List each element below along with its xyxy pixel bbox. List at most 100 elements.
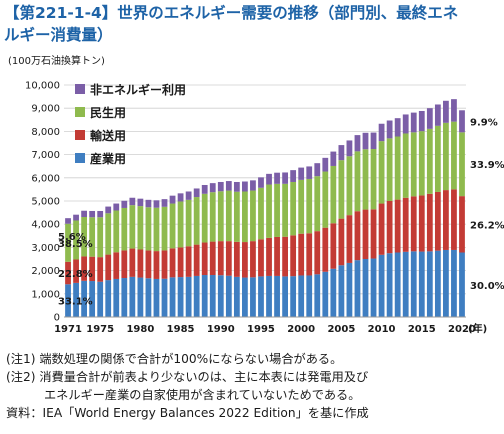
bar-segment-industry [121, 278, 128, 317]
bar-segment-nonenergy [137, 198, 144, 207]
bar-segment-transport [121, 250, 128, 279]
bar-segment-transport [298, 233, 305, 276]
bar-segment-transport [378, 203, 385, 255]
bar-segment-residential [242, 191, 248, 243]
bar-segment-industry [298, 275, 305, 317]
source-note: 資料：IEA「World Energy Balances 2022 Editio… [6, 406, 369, 420]
bar-segment-industry [378, 254, 385, 317]
bar-segment-nonenergy [73, 214, 79, 221]
left-share-nonenergy: 5.6% [58, 232, 86, 243]
bar-segment-nonenergy [362, 132, 369, 150]
bar-segment-nonenergy [451, 99, 457, 122]
x-tick-label: 2010 [368, 324, 396, 335]
bar-segment-nonenergy [282, 172, 288, 184]
bar-segment-nonenergy [346, 140, 353, 157]
bar-segment-nonenergy [153, 200, 160, 208]
bar-segment-transport [338, 218, 345, 266]
bar-segment-transport [89, 256, 96, 282]
bar-segment-residential [314, 176, 321, 232]
bar-segment-industry [113, 278, 120, 317]
bar-segment-transport [354, 211, 361, 261]
bar-segment-industry [426, 251, 433, 317]
y-axis-ticks: 0 1,000 2,000 3,000 4,000 5,000 6,000 7,000 8,00… [25, 81, 60, 324]
share-labels: 5.6%38.5% 22.8% 33.1% 9.9% 33.9% 26.2% 30.0% [58, 117, 504, 307]
bar-segment-residential [266, 184, 272, 238]
note-1: (注1) 端数処理の関係で合計が100%にならない場合がある。 [6, 352, 343, 366]
bar-segment-nonenergy [258, 177, 264, 188]
x-tick-label: 2020 [448, 324, 476, 335]
bar-segment-industry [410, 251, 417, 317]
bar-segment-nonenergy [426, 108, 433, 129]
bar-segment-residential [121, 207, 128, 251]
bar-segment-residential [177, 201, 184, 248]
bar-segment-nonenergy [306, 166, 313, 179]
bar-segment-transport [65, 261, 71, 285]
bar-segment-nonenergy [233, 181, 240, 192]
bar-segment-industry [250, 277, 256, 317]
bar-segment-residential [451, 121, 457, 190]
bar-segment-transport [410, 196, 417, 252]
x-tick-label: 2000 [287, 324, 315, 335]
bar-segment-industry [394, 252, 401, 317]
bar-segment-residential [402, 133, 409, 198]
bar-segment-industry [290, 276, 297, 317]
x-tick-label: 1980 [126, 324, 154, 335]
bar-segment-transport [402, 197, 409, 252]
bar-segment-nonenergy [250, 180, 256, 191]
right-share-nonenergy: 9.9% [470, 117, 498, 128]
y-tick-label: 10,000 [25, 81, 60, 92]
bar-segment-transport [137, 249, 144, 278]
bar-segment-transport [386, 201, 393, 254]
right-share-residential: 33.9% [470, 160, 504, 171]
bar-segment-nonenergy [338, 145, 345, 161]
y-tick-label: 3,000 [31, 243, 60, 254]
bar-segment-nonenergy [161, 199, 168, 207]
bar-segment-residential [258, 187, 264, 240]
bar-segment-industry [338, 265, 345, 317]
bar-segment-transport [258, 239, 264, 277]
bar-segment-nonenergy [314, 163, 321, 177]
bar-segment-nonenergy [185, 191, 192, 200]
bar-segment-transport [225, 241, 232, 276]
right-share-industry: 30.0% [470, 281, 504, 292]
bar-segment-industry [266, 275, 272, 317]
bar-segment-residential [298, 179, 305, 234]
bar-segment-industry [129, 276, 136, 317]
bar-segment-residential [434, 125, 441, 192]
legend-swatch-transport [75, 130, 85, 140]
bar-segment-industry [330, 268, 337, 317]
x-axis-ticks: 1971 1975 1980 1985 1990 1995 2000 2005 2010 2015… [54, 324, 476, 335]
bar-segment-nonenergy [105, 206, 112, 214]
x-tick-label: 2005 [327, 324, 355, 335]
bar-segment-residential [113, 210, 120, 253]
y-tick-label: 9,000 [31, 104, 60, 115]
right-share-transport: 26.2% [470, 220, 504, 231]
x-tick-label: 1990 [207, 324, 235, 335]
bar-segment-industry [322, 271, 329, 317]
bar-segment-nonenergy [402, 114, 409, 134]
bar-stack-group [65, 99, 465, 317]
bar-segment-transport [97, 257, 104, 282]
left-share-industry: 33.1% [58, 297, 93, 308]
bar-segment-nonenergy [145, 199, 152, 208]
y-tick-label: 6,000 [31, 173, 60, 184]
bar-segment-industry [233, 276, 240, 317]
y-tick-label: 0 [54, 313, 60, 324]
bar-segment-transport [282, 236, 288, 277]
bar-segment-transport [129, 248, 136, 277]
legend-label-residential: 民生用 [90, 105, 126, 120]
bar-segment-residential [443, 122, 449, 191]
bar-segment-transport [306, 233, 313, 276]
bar-segment-residential [105, 213, 112, 255]
bar-segment-residential [153, 207, 160, 252]
bar-segment-nonenergy [177, 193, 184, 202]
bar-segment-residential [306, 178, 313, 234]
bar-segment-nonenergy [89, 210, 96, 218]
bar-segment-nonenergy [459, 110, 465, 133]
bar-segment-residential [394, 136, 401, 200]
bar-segment-residential [161, 206, 168, 251]
bar-segment-industry [65, 284, 71, 317]
bar-segment-transport [346, 215, 353, 263]
bar-segment-industry [137, 277, 144, 317]
bar-segment-residential [81, 217, 87, 257]
